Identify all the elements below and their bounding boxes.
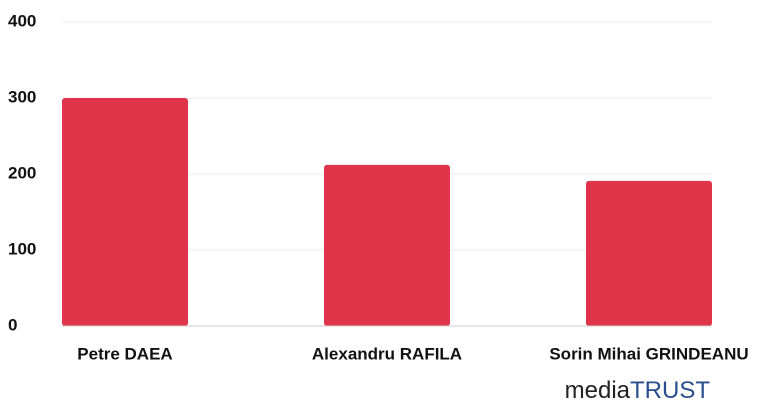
watermark: mediaTRUST — [565, 377, 711, 404]
x-tick-label: Alexandru RAFILA — [312, 344, 462, 363]
x-tick-label: Sorin Mihai GRINDEANU — [549, 344, 748, 363]
watermark-light: media — [565, 377, 631, 404]
watermark-bold: TRUST — [630, 377, 710, 404]
y-tick-label: 400 — [8, 11, 36, 30]
y-tick-label: 100 — [8, 239, 36, 258]
bar — [324, 164, 450, 326]
bar — [62, 98, 188, 326]
y-tick-label: 0 — [8, 315, 17, 334]
x-tick-label: Petre DAEA — [77, 344, 172, 363]
y-tick-label: 200 — [8, 163, 36, 182]
y-tick-label: 300 — [8, 87, 36, 106]
bar — [586, 180, 712, 326]
